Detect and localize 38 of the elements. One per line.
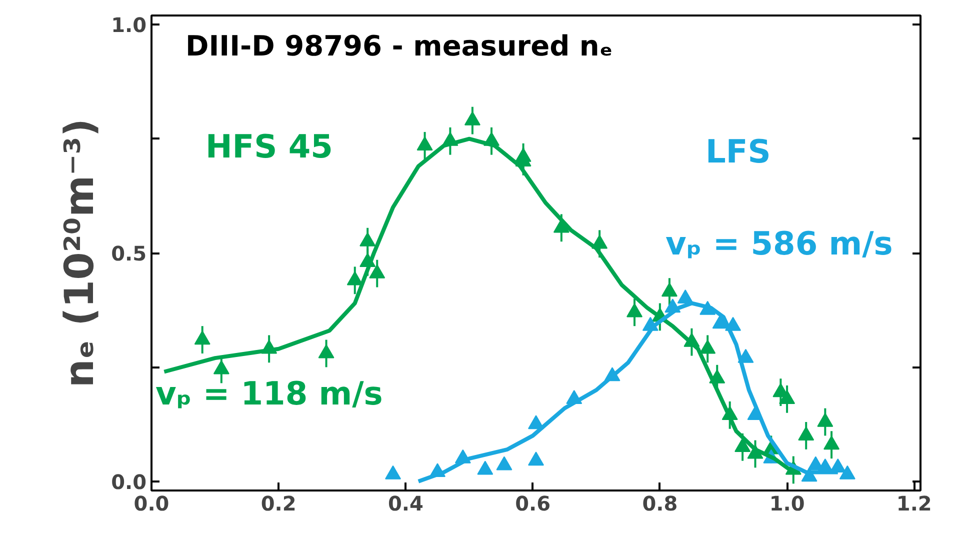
y-axis-title: nₑ (10²⁰m⁻³): [57, 118, 104, 388]
x-tick-label: 0.6: [515, 492, 551, 516]
point: [194, 330, 210, 345]
x-tick-label: 0.8: [642, 492, 678, 516]
y-tick-label: 0.0: [111, 470, 147, 494]
point: [824, 436, 840, 450]
point: [318, 344, 334, 358]
x-tick-label: 0.2: [260, 492, 296, 516]
annotation: vₚ = 586 m/s: [666, 224, 893, 262]
point: [477, 460, 494, 475]
point: [496, 456, 512, 470]
point: [700, 340, 716, 354]
point: [798, 426, 814, 441]
point: [416, 136, 433, 150]
x-tick-label: 0.0: [134, 492, 170, 516]
x-tick-label: 1.2: [896, 492, 932, 516]
text: HFS 45: [206, 128, 333, 166]
point: [626, 303, 643, 318]
point: [360, 232, 376, 246]
point: [385, 465, 402, 480]
point: [779, 390, 796, 404]
y-tick-label: 1.0: [111, 13, 147, 38]
point: [346, 271, 363, 286]
text: LFS: [706, 132, 771, 170]
point: [817, 412, 834, 427]
point: [661, 282, 678, 297]
point: [677, 290, 694, 304]
x-tick-label: 0.4: [388, 492, 424, 516]
point: [528, 452, 544, 466]
y-tick-label: 0.5: [111, 242, 147, 266]
x-tick-label: 1.0: [769, 492, 805, 516]
point: [213, 360, 230, 374]
point: [734, 438, 751, 452]
point: [839, 465, 856, 480]
point: [369, 264, 386, 278]
point: [464, 111, 480, 126]
text: DIII-D 98796 - measured nₑ: [186, 30, 613, 62]
annotation: vₚ = 118 m/s: [156, 374, 383, 412]
